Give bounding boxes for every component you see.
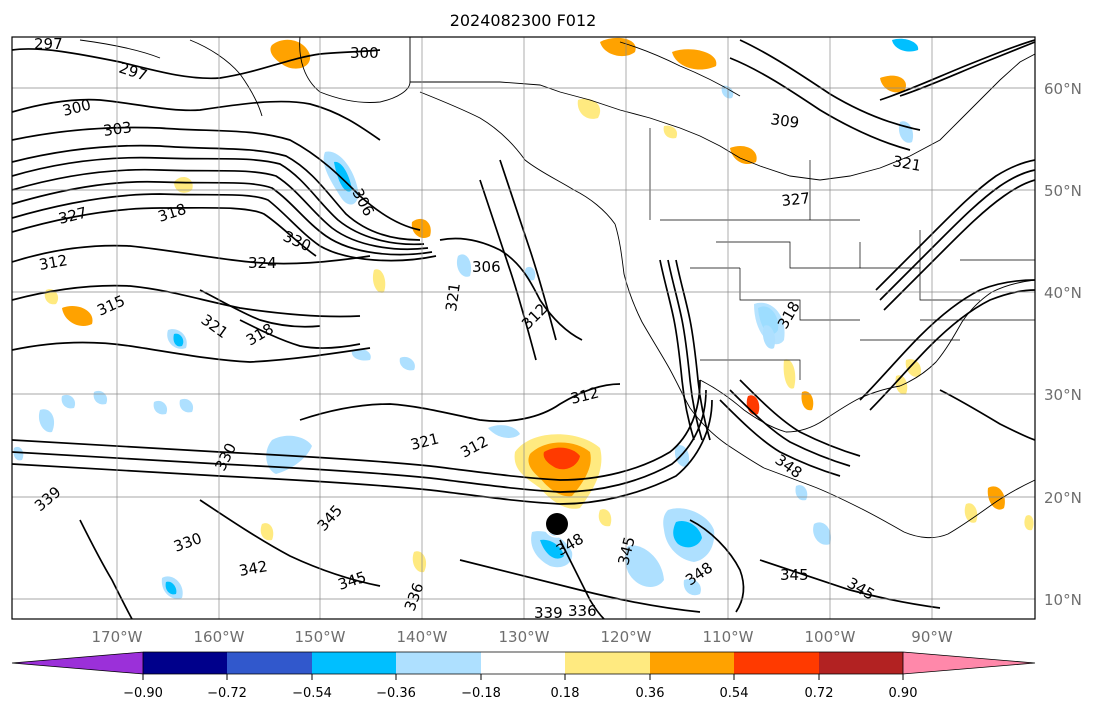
- colorbar-extend-high: [903, 652, 1035, 674]
- state-borders: [649, 128, 1035, 380]
- contour-label: 303: [102, 118, 133, 140]
- colorbar-tick-label: 0.90: [889, 686, 918, 701]
- latitude-labels: 60°N 50°N 40°N 30°N 20°N 10°N: [1044, 80, 1082, 609]
- map-title: 2024082300 F012: [450, 11, 597, 30]
- colorbar-tick-label: 0.54: [720, 686, 749, 701]
- lon-label: 110°W: [703, 628, 754, 646]
- lon-label: 120°W: [601, 628, 652, 646]
- lon-label: 160°W: [194, 628, 245, 646]
- lat-label: 20°N: [1044, 489, 1082, 507]
- contour-label: 339: [534, 604, 563, 622]
- colorbar-segment: [396, 652, 481, 674]
- colorbar-segment: [227, 652, 312, 674]
- colorbar-tick-label: 0.36: [636, 686, 665, 701]
- colorbar-tick-label: −0.90: [123, 686, 163, 701]
- colorbar-segments: [12, 652, 1035, 674]
- coastlines: [79, 37, 1035, 539]
- positive-shading: [44, 37, 1034, 573]
- theta-contours: [12, 39, 1035, 619]
- lat-label: 10°N: [1044, 591, 1082, 609]
- colorbar-tick-label: −0.72: [207, 686, 247, 701]
- contour-label: 297: [34, 35, 63, 53]
- contour-label: 327: [781, 189, 811, 210]
- lat-label: 60°N: [1044, 80, 1082, 98]
- contour-label: 336: [568, 602, 597, 620]
- lon-label: 140°W: [397, 628, 448, 646]
- lat-label: 30°N: [1044, 386, 1082, 404]
- colorbar-tick-label: −0.36: [376, 686, 416, 701]
- colorbar-tick-label: −0.18: [461, 686, 501, 701]
- colorbar-segment: [481, 652, 565, 674]
- colorbar-segment: [565, 652, 650, 674]
- storm-center-icon: [543, 510, 571, 538]
- contour-label: 306: [472, 258, 501, 276]
- contour-label: 300: [350, 44, 379, 62]
- contour-label: 345: [780, 566, 809, 584]
- map-panel: 297 297 300 300 303 306 306 309 312 312 …: [11, 35, 1036, 622]
- map-frame: [11, 36, 1036, 620]
- colorbar-outline: [11, 651, 1036, 675]
- colorbar-labels: −0.90 −0.72 −0.54 −0.36 −0.18 0.18 0.36 …: [123, 686, 917, 701]
- colorbar: −0.90 −0.72 −0.54 −0.36 −0.18 0.18 0.36 …: [11, 651, 1036, 701]
- lon-label: 130°W: [499, 628, 550, 646]
- lon-label: 150°W: [295, 628, 346, 646]
- colorbar-ticks: [142, 674, 904, 680]
- colorbar-extend-low: [12, 652, 143, 674]
- lat-label: 50°N: [1044, 182, 1082, 200]
- colorbar-segment: [819, 652, 903, 674]
- contour-label: 324: [248, 254, 277, 272]
- contour-label: 342: [238, 557, 269, 580]
- contour-label: 309: [769, 110, 800, 132]
- graticule: [12, 37, 1035, 619]
- map-background: [12, 37, 1035, 619]
- colorbar-segment: [734, 652, 819, 674]
- colorbar-tick-label: 0.72: [805, 686, 834, 701]
- lon-label: 170°W: [92, 628, 143, 646]
- lon-label: 100°W: [805, 628, 856, 646]
- colorbar-segment: [312, 652, 396, 674]
- lat-label: 40°N: [1044, 284, 1082, 302]
- colorbar-tick-label: −0.54: [292, 686, 332, 701]
- lon-label: 90°W: [911, 628, 953, 646]
- colorbar-tick-label: 0.18: [551, 686, 580, 701]
- contour-label: 321: [891, 152, 922, 175]
- longitude-labels: 170°W 160°W 150°W 140°W 130°W 120°W 110°…: [92, 628, 953, 646]
- colorbar-segment: [650, 652, 734, 674]
- colorbar-segment: [143, 652, 227, 674]
- contour-label: 321: [442, 282, 464, 313]
- contour-label: 312: [38, 251, 69, 274]
